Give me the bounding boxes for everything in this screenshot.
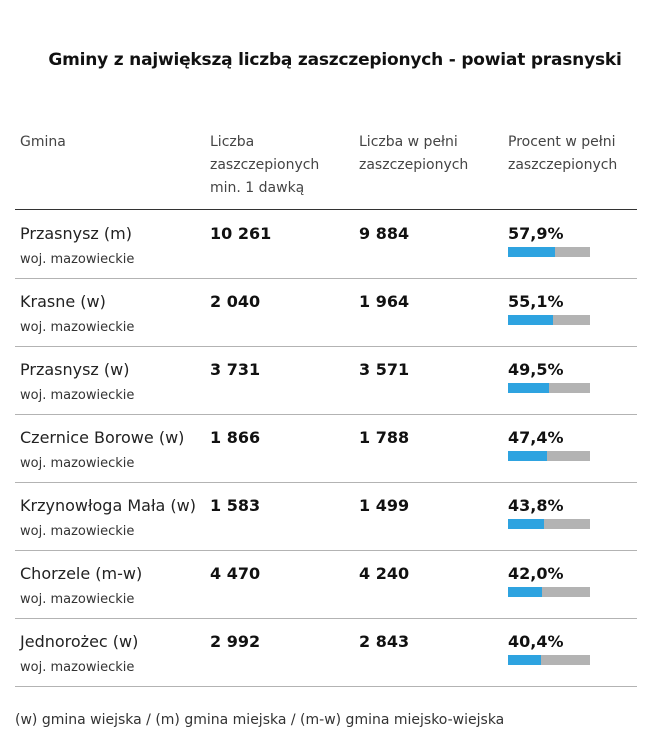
- full-value: 3 571: [359, 360, 410, 379]
- percent-label: 57,9%: [508, 224, 564, 243]
- gmina-region: woj. mazowieckie: [20, 660, 135, 675]
- gmina-region: woj. mazowieckie: [20, 592, 135, 607]
- percent-bar: [508, 383, 549, 393]
- percent-bar-track: [508, 519, 590, 529]
- dose1-value: 10 261: [210, 224, 272, 243]
- full-value: 4 240: [359, 564, 410, 583]
- gmina-region: woj. mazowieckie: [20, 524, 135, 539]
- footnote: (w) gmina wiejska / (m) gmina miejska / …: [15, 712, 505, 728]
- table-top-rule: [15, 209, 637, 210]
- header-dose1: Liczba zaszczepionych min. 1 dawką: [210, 134, 320, 196]
- gmina-name: Chorzele (m-w): [20, 564, 143, 583]
- dose1-value: 2 992: [210, 632, 261, 651]
- percent-bar-track: [508, 315, 590, 325]
- percent-bar-track: [508, 383, 590, 393]
- dose1-value: 1 866: [210, 428, 261, 447]
- gmina-name: Przasnysz (w): [20, 360, 130, 379]
- table-row: Przasnysz (m) woj. mazowieckie 10 261 9 884…: [15, 210, 637, 279]
- header-percent: Procent w pełni zaszczepionych: [508, 134, 618, 173]
- gmina-region: woj. mazowieckie: [20, 252, 135, 267]
- table-row: Czernice Borowe (w) woj. mazowieckie 1 866…: [15, 414, 637, 483]
- gmina-name: Jednorożec (w): [20, 632, 139, 651]
- table-row: Jednorożec (w) woj. mazowieckie 2 992 2 843…: [15, 618, 637, 687]
- dose1-value: 2 040: [210, 292, 261, 311]
- gmina-name: Czernice Borowe (w): [20, 428, 185, 447]
- percent-bar: [508, 247, 556, 257]
- full-value: 2 843: [359, 632, 410, 651]
- dose1-value: 1 583: [210, 496, 261, 515]
- gmina-region: woj. mazowieckie: [20, 388, 135, 403]
- table-row: Chorzele (m-w) woj. mazowieckie 4 470 4 240…: [15, 550, 637, 619]
- percent-bar: [508, 315, 554, 325]
- gmina-region: woj. mazowieckie: [20, 456, 135, 471]
- table-row: Krasne (w) woj. mazowieckie 2 040 1 964 55,1…: [15, 278, 637, 347]
- table-row: Krzynowłoga Mała (w) woj. mazowieckie 1 58…: [15, 482, 637, 551]
- percent-bar-track: [508, 587, 590, 597]
- full-value: 1 788: [359, 428, 410, 447]
- gmina-name: Przasnysz (m): [20, 224, 132, 243]
- percent-bar: [508, 519, 544, 529]
- percent-label: 55,1%: [508, 292, 564, 311]
- gmina-name: Krzynowłoga Mała (w): [20, 496, 196, 515]
- full-value: 9 884: [359, 224, 410, 243]
- header-gmina: Gmina: [20, 134, 66, 150]
- header-full: Liczba w pełni zaszczepionych: [359, 134, 469, 173]
- chart-title: Gminy z największą liczbą zaszczepionych…: [48, 50, 622, 70]
- percent-label: 42,0%: [508, 564, 564, 583]
- percent-bar: [508, 587, 543, 597]
- percent-bar-track: [508, 655, 590, 665]
- full-value: 1 964: [359, 292, 410, 311]
- gmina-region: woj. mazowieckie: [20, 320, 135, 335]
- percent-bar-track: [508, 247, 590, 257]
- percent-bar: [508, 451, 547, 461]
- percent-label: 43,8%: [508, 496, 564, 515]
- percent-bar-track: [508, 451, 590, 461]
- percent-label: 47,4%: [508, 428, 564, 447]
- gmina-name: Krasne (w): [20, 292, 106, 311]
- dose1-value: 3 731: [210, 360, 261, 379]
- percent-bar: [508, 655, 542, 665]
- table-row: Przasnysz (w) woj. mazowieckie 3 731 3 571 4…: [15, 346, 637, 415]
- percent-label: 40,4%: [508, 632, 564, 651]
- dose1-value: 4 470: [210, 564, 261, 583]
- full-value: 1 499: [359, 496, 410, 515]
- percent-label: 49,5%: [508, 360, 564, 379]
